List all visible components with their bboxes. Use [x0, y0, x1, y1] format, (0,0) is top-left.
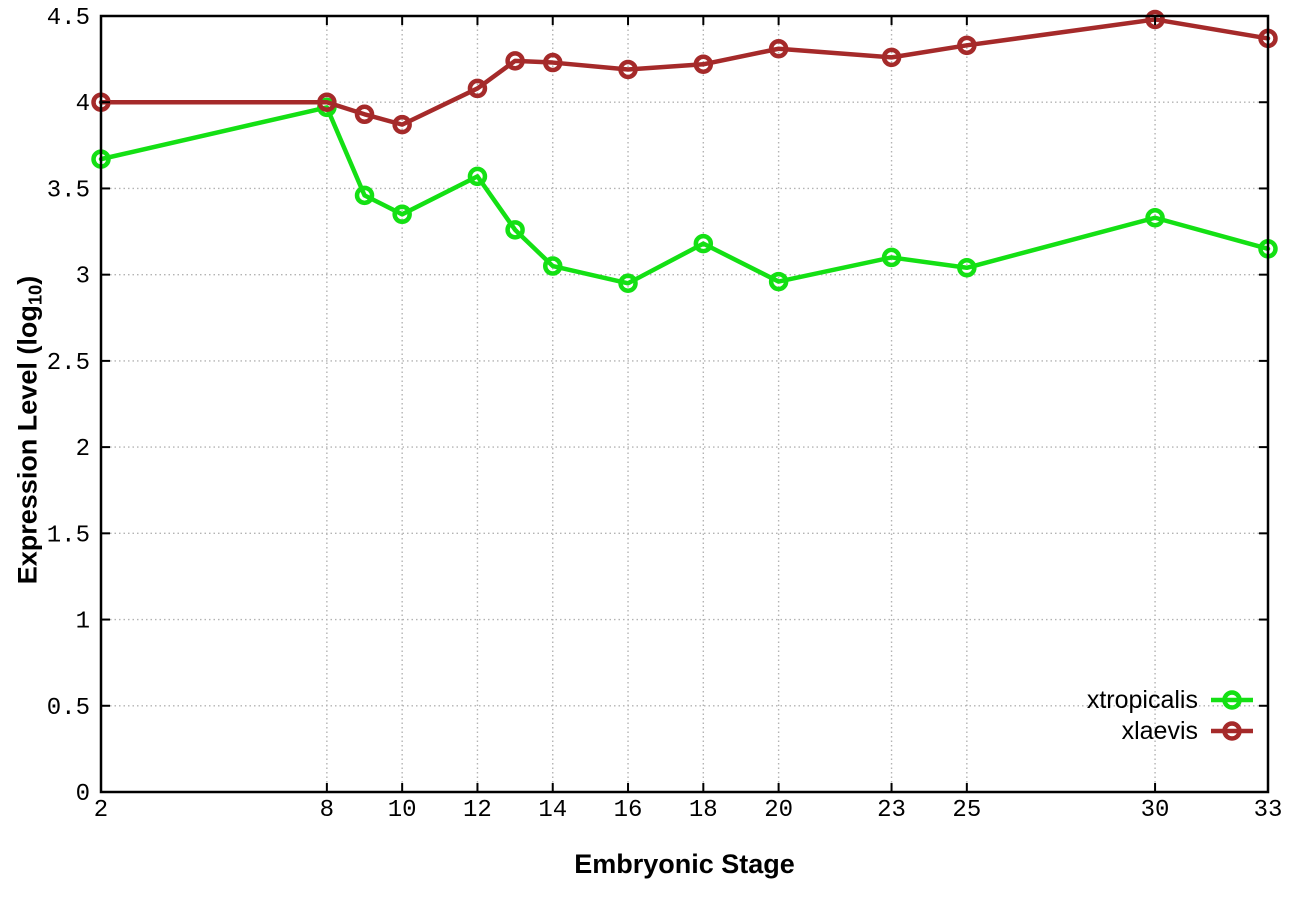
plot-border	[99, 14, 1270, 794]
marker-xtropicalis-20	[768, 271, 789, 292]
marker-xlaevis-20	[768, 39, 789, 59]
y-axis-title-text: Expression Level (log	[12, 305, 43, 585]
marker-xtropicalis-30	[1145, 208, 1165, 228]
x-tick-label-30: 30	[1141, 797, 1170, 824]
marker-xlaevis-18	[693, 54, 714, 75]
y-tick-label-4: 4	[76, 91, 90, 118]
series-line-xlaevis	[98, 17, 1271, 127]
y-tick-label-3: 3	[76, 264, 90, 291]
y-tick-label-2.5: 2.5	[47, 350, 90, 377]
y-tick-label-4.5: 4.5	[47, 5, 90, 32]
series-line-xtropicalis	[98, 105, 1271, 286]
y-tick-label-0.5: 0.5	[47, 695, 90, 722]
y-tick-label-2: 2	[76, 436, 90, 463]
marker-xlaevis-8	[317, 92, 337, 112]
marker-xlaevis-30	[1145, 9, 1165, 30]
series-xtropicalis	[91, 97, 1278, 294]
legend-marker-xlaevis-icon	[1211, 721, 1253, 741]
marker-xtropicalis-12	[467, 166, 488, 187]
series-xlaevis	[91, 9, 1278, 135]
marker-xtropicalis-10	[392, 204, 412, 225]
legend-label-xlaevis: xlaevis	[1121, 717, 1198, 745]
legend: xtropicalis xlaevis	[1087, 685, 1254, 746]
marker-xlaevis-13	[505, 51, 525, 71]
marker-xlaevis-14	[542, 52, 563, 73]
tick-marks	[100, 15, 1269, 793]
y-tick-label-0: 0	[76, 781, 90, 808]
marker-xtropicalis-23	[881, 247, 902, 268]
x-tick-label-25: 25	[952, 797, 981, 824]
legend-item-xtropicalis: xtropicalis	[1087, 685, 1254, 715]
x-tick-label-20: 20	[764, 797, 793, 824]
marker-xlaevis-23	[881, 47, 902, 68]
legend-marker-xtropicalis-icon	[1211, 690, 1253, 710]
marker-xlaevis-25	[957, 35, 977, 56]
legend-item-xlaevis: xlaevis	[1122, 716, 1254, 746]
x-tick-label-2: 2	[94, 797, 108, 824]
legend-label-xtropicalis: xtropicalis	[1086, 686, 1198, 714]
x-tick-label-12: 12	[463, 797, 492, 824]
x-tick-label-18: 18	[689, 797, 718, 824]
marker-xlaevis-10	[392, 114, 412, 135]
marker-xlaevis-12	[467, 78, 488, 99]
tick-labels: 2 8 10 12 14 16 18 20 23 25 30 33 0 0.5 1 1.5 2 2.5 3 3.5 4 4…	[47, 5, 1283, 824]
marker-xtropicalis-18	[693, 233, 714, 254]
marker-xlaevis-9	[354, 104, 375, 125]
marker-xlaevis-16	[618, 59, 638, 80]
marker-xtropicalis-16	[618, 273, 638, 294]
marker-xtropicalis-25	[957, 258, 977, 278]
marker-xtropicalis-9	[354, 185, 375, 206]
marker-xtropicalis-14	[542, 256, 563, 276]
x-tick-label-14: 14	[538, 797, 567, 824]
x-tick-label-16: 16	[614, 797, 643, 824]
x-tick-label-10: 10	[388, 797, 417, 824]
y-axis-title: Expression Level (log10)	[12, 276, 46, 585]
y-tick-label-3.5: 3.5	[47, 177, 90, 204]
x-tick-label-33: 33	[1254, 797, 1283, 824]
y-tick-label-1: 1	[76, 609, 90, 636]
y-tick-label-1.5: 1.5	[47, 522, 90, 549]
y-axis-title-subscript: 10	[24, 284, 46, 306]
marker-xtropicalis-13	[505, 220, 525, 240]
x-tick-label-23: 23	[877, 797, 906, 824]
grid-lines	[101, 16, 1268, 792]
x-tick-label-8: 8	[320, 797, 334, 824]
x-axis-title: Embryonic Stage	[574, 849, 795, 879]
